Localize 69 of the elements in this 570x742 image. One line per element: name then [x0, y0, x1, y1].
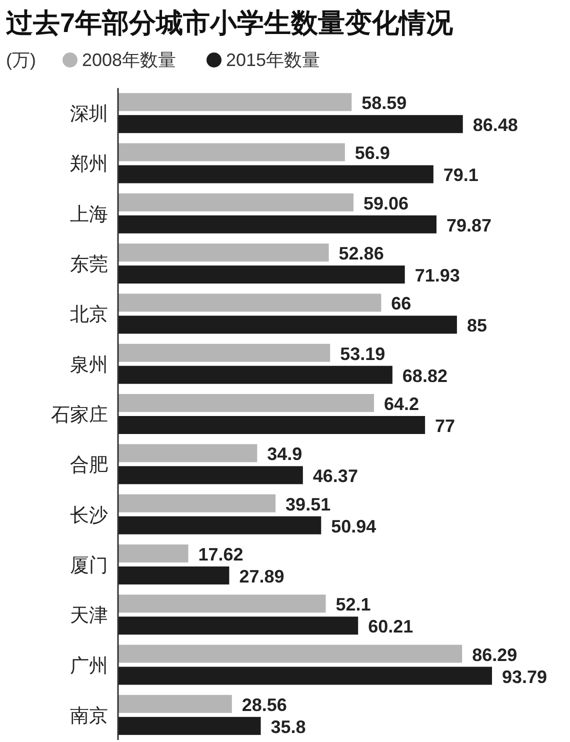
- legend-label: 2008年数量: [82, 50, 176, 70]
- bar: [118, 93, 352, 112]
- bar: [118, 516, 322, 534]
- data-label: 86.29: [472, 644, 518, 665]
- bar: [118, 616, 358, 635]
- y-tick-label: 郑州: [70, 154, 108, 176]
- bar: [118, 215, 436, 234]
- bar: [118, 193, 354, 212]
- bar: [118, 344, 330, 362]
- data-label: 71.93: [414, 266, 460, 286]
- bar: [118, 394, 374, 412]
- y-tick-label: 上海: [70, 204, 108, 226]
- bar: [118, 644, 462, 663]
- data-label: 34.9: [267, 444, 302, 464]
- bar: [118, 716, 261, 735]
- data-label: 53.19: [340, 344, 386, 364]
- bar: [118, 594, 326, 613]
- y-tick-label: 南京: [70, 704, 108, 727]
- bar: [118, 294, 382, 312]
- data-label: 79.87: [446, 215, 492, 236]
- data-label: 52.1: [336, 594, 371, 615]
- data-label: 17.62: [198, 544, 244, 564]
- data-label: 85: [466, 316, 487, 336]
- data-label: 46.37: [312, 466, 358, 486]
- bar: [118, 316, 457, 334]
- y-tick-label: 东莞: [70, 254, 108, 276]
- data-label: 93.79: [502, 666, 548, 687]
- data-label: 27.89: [239, 566, 284, 586]
- y-tick-label: 广州: [70, 654, 108, 677]
- data-label: 59.06: [364, 193, 409, 214]
- bar: [118, 666, 492, 685]
- legend-title: (万): [6, 50, 36, 70]
- data-label: 77: [435, 416, 456, 436]
- data-label: 58.59: [362, 93, 407, 114]
- y-tick-label: 深圳: [70, 104, 108, 126]
- data-label: 28.56: [242, 694, 287, 715]
- data-label: 52.86: [338, 244, 384, 264]
- legend-label: 2015年数量: [226, 50, 320, 70]
- bar: [118, 544, 188, 562]
- data-label: 86.48: [472, 115, 518, 136]
- y-tick-label: 泉州: [70, 354, 108, 376]
- bar: [118, 466, 303, 484]
- y-tick-label: 天津: [70, 606, 108, 627]
- bar: [118, 115, 463, 134]
- bar: [118, 165, 434, 184]
- y-tick-label: 厦门: [70, 554, 108, 576]
- y-tick-label: 北京: [70, 304, 108, 326]
- data-label: 35.8: [270, 716, 306, 737]
- data-label: 50.94: [331, 516, 376, 536]
- data-label: 64.2: [384, 394, 420, 414]
- bar: [118, 366, 392, 384]
- data-label: 56.9: [354, 143, 390, 164]
- data-label: 79.1: [443, 165, 478, 186]
- y-tick-label: 合肥: [70, 455, 108, 476]
- bar: [118, 266, 405, 284]
- bar: [118, 444, 258, 462]
- bar: [118, 566, 230, 584]
- data-label: 60.21: [368, 616, 414, 637]
- bar: [118, 244, 329, 262]
- data-label: 68.82: [402, 366, 448, 386]
- y-tick-label: 长沙: [70, 505, 108, 526]
- bar: [118, 494, 276, 512]
- data-label: 39.51: [286, 494, 331, 514]
- chart-title: 过去7年部分城市小学生数量变化情况: [5, 8, 454, 38]
- bar: [118, 694, 232, 713]
- bar: [118, 416, 426, 434]
- y-tick-label: 石家庄: [51, 404, 108, 426]
- bar: [118, 143, 345, 162]
- data-label: 66: [391, 294, 412, 314]
